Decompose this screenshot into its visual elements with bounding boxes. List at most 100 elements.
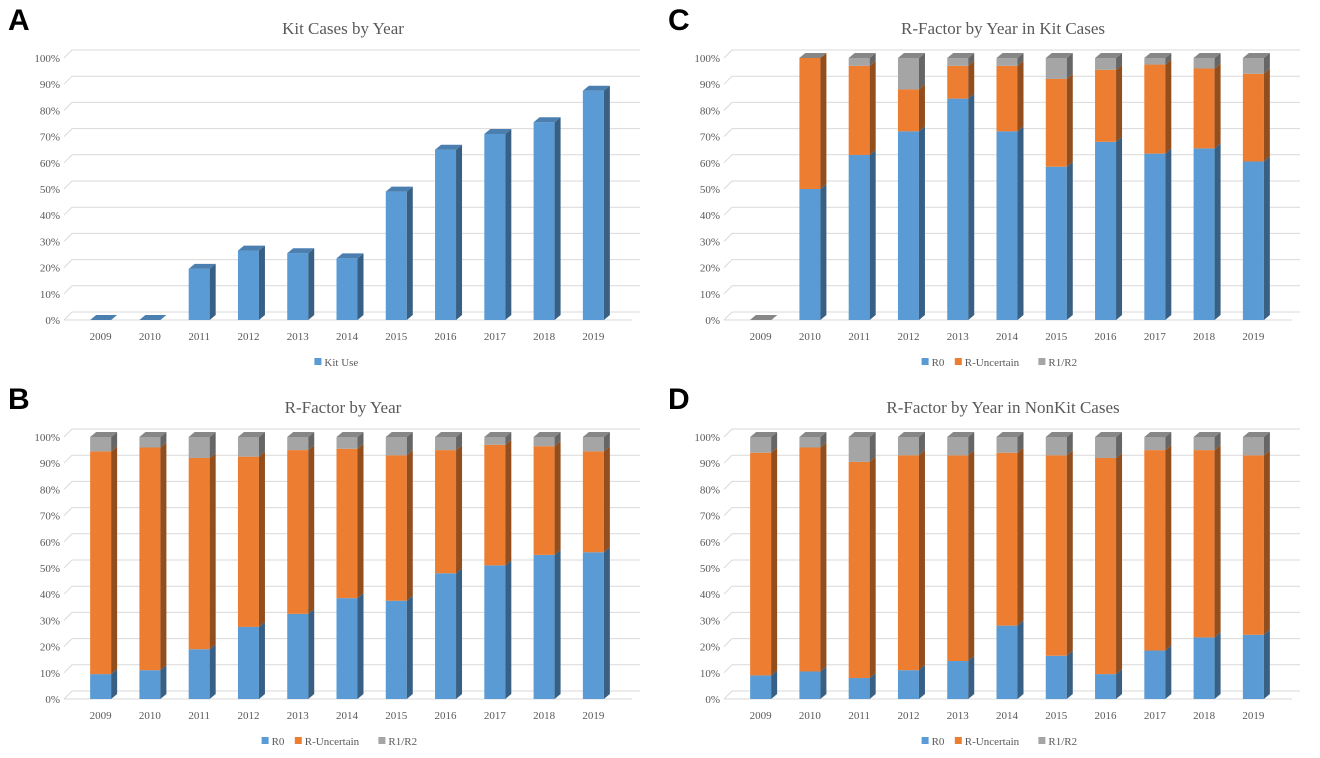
x-tick-label: 2019 (582, 710, 605, 722)
gridline (63, 49, 640, 59)
legend-label: R0 (932, 736, 945, 748)
y-tick-label: 100% (34, 53, 60, 65)
bar-segment-r1-r2 (1242, 432, 1270, 456)
bar-segment-r1-r2 (947, 53, 975, 66)
bar-segment-r-uncertain (435, 445, 463, 574)
bar-segment-r-uncertain (1242, 68, 1270, 162)
x-tick-label: 2010 (139, 710, 162, 722)
bar-segment-r0 (1045, 650, 1073, 699)
x-tick-label: 2015 (385, 710, 408, 722)
legend-item: R-Uncertain (954, 357, 1020, 369)
bar-segment-r0 (435, 568, 463, 699)
bar-segment-r-uncertain (996, 60, 1024, 132)
bar-segment-r1-r2 (947, 432, 975, 456)
panel-letter: D (668, 383, 690, 416)
y-tick-label: 70% (700, 511, 720, 523)
x-tick-label: 2019 (1242, 331, 1265, 343)
legend-swatch (921, 737, 929, 744)
x-tick-label: 2015 (1045, 710, 1068, 722)
y-tick-label: 20% (700, 642, 720, 654)
legend-label: R-Uncertain (965, 357, 1020, 369)
chart-kit-cases-by-year: Kit Cases by Year 0% 10% 20% 30% 40% 50% 60% 70%… (34, 19, 640, 369)
legend-swatch (1038, 737, 1046, 744)
x-tick-label: 2009 (90, 710, 113, 722)
panel-letter: C (668, 4, 690, 37)
y-tick-label: 40% (700, 589, 720, 601)
x-tick-label: 2019 (582, 331, 605, 343)
x-tick-label: 2017 (484, 331, 507, 343)
x-tick-label: 2016 (1095, 710, 1118, 722)
y-tick-label: 20% (40, 263, 60, 275)
x-tick-label: 2009 (90, 331, 113, 343)
x-tick-label: 2016 (435, 331, 458, 343)
x-tick-label: 2012 (897, 710, 919, 722)
bar-segment-r1-r2 (435, 432, 463, 451)
x-tick-label: 2013 (287, 710, 310, 722)
bar-segment-r0 (1242, 629, 1270, 699)
bar-segment-r0 (897, 126, 925, 320)
chart-title: R-Factor by Year in Kit Cases (901, 19, 1105, 38)
bar-segment-r-uncertain (90, 446, 118, 675)
legend-item: R0 (921, 736, 945, 748)
x-tick-label: 2017 (1144, 710, 1167, 722)
x-tick-label: 2011 (848, 331, 870, 343)
legend-label: R-Uncertain (965, 736, 1020, 748)
y-tick-label: 70% (700, 132, 720, 144)
bar-segment-r1-r2 (484, 432, 512, 445)
legend-item: R1/R2 (378, 736, 417, 748)
y-tick-label: 90% (700, 458, 720, 470)
bar-segment-r1-r2 (582, 432, 610, 452)
legend-item: R1/R2 (1038, 357, 1077, 369)
bar-segment-r1-r2 (897, 432, 925, 456)
chart-r-factor-kit-cases: R-Factor by Year in Kit Cases 0% 10% 20% 30%… (694, 19, 1300, 369)
bar-segment-r1-r2 (1193, 53, 1221, 69)
bar-segment-r-uncertain (848, 60, 876, 155)
x-tick-label: 2011 (188, 710, 210, 722)
bar-segment-r-uncertain (385, 450, 413, 601)
y-tick-label: 60% (700, 158, 720, 170)
bar-segment-r1-r2 (1242, 53, 1270, 74)
y-tick-label: 30% (700, 236, 720, 248)
legend-label: R0 (932, 357, 945, 369)
bar-segment-r-uncertain (1144, 59, 1172, 154)
y-tick-label: 0% (705, 315, 720, 327)
y-tick-label: 70% (40, 511, 60, 523)
chart-title: Kit Cases by Year (282, 19, 404, 38)
y-tick-label: 80% (700, 484, 720, 496)
y-tick-label: 40% (700, 210, 720, 222)
y-tick-label: 90% (40, 79, 60, 91)
bar-segment-r0 (1242, 156, 1270, 320)
bar-segment-r1-r2 (750, 432, 778, 453)
chart-r-factor-nonkit-cases: R-Factor by Year in NonKit Cases 0% 10% 20%… (694, 398, 1300, 748)
bar-segment-r0 (1193, 143, 1221, 320)
bar-segment-r-uncertain (848, 456, 876, 679)
bar-segment-r-uncertain (484, 439, 512, 566)
y-tick-label: 10% (40, 668, 60, 680)
legend-swatch (921, 358, 929, 365)
bar-segment-r1-r2 (287, 432, 315, 451)
panel-d: D R-Factor by Year in NonKit Cases 0% 10% 2… (660, 379, 1320, 758)
bar-segment-r1-r2 (385, 432, 413, 456)
bar-segment-r0 (336, 593, 364, 699)
x-tick-label: 2016 (435, 710, 458, 722)
bar-segment-kit-use (139, 315, 167, 320)
x-tick-label: 2011 (188, 331, 210, 343)
bar-segment-r1-r2 (799, 432, 827, 448)
y-tick-label: 20% (40, 642, 60, 654)
y-tick-label: 30% (40, 236, 60, 248)
y-tick-label: 90% (40, 458, 60, 470)
x-tick-label: 2010 (799, 710, 822, 722)
x-tick-label: 2016 (1095, 331, 1118, 343)
bar-segment-r1-r2 (897, 53, 925, 90)
bar-segment-r1-r2 (139, 432, 167, 448)
bar-segment-r0 (750, 670, 778, 699)
y-tick-label: 40% (40, 210, 60, 222)
bar-segment-r1-r2 (1193, 432, 1221, 451)
bar-segment-r1-r2 (1045, 432, 1073, 456)
y-tick-label: 80% (40, 105, 60, 117)
bar-segment-r1-r2 (1095, 53, 1123, 70)
gridline (63, 428, 640, 438)
y-tick-label: 0% (705, 694, 720, 706)
x-tick-label: 2010 (799, 331, 822, 343)
panel-letter: B (8, 383, 30, 416)
